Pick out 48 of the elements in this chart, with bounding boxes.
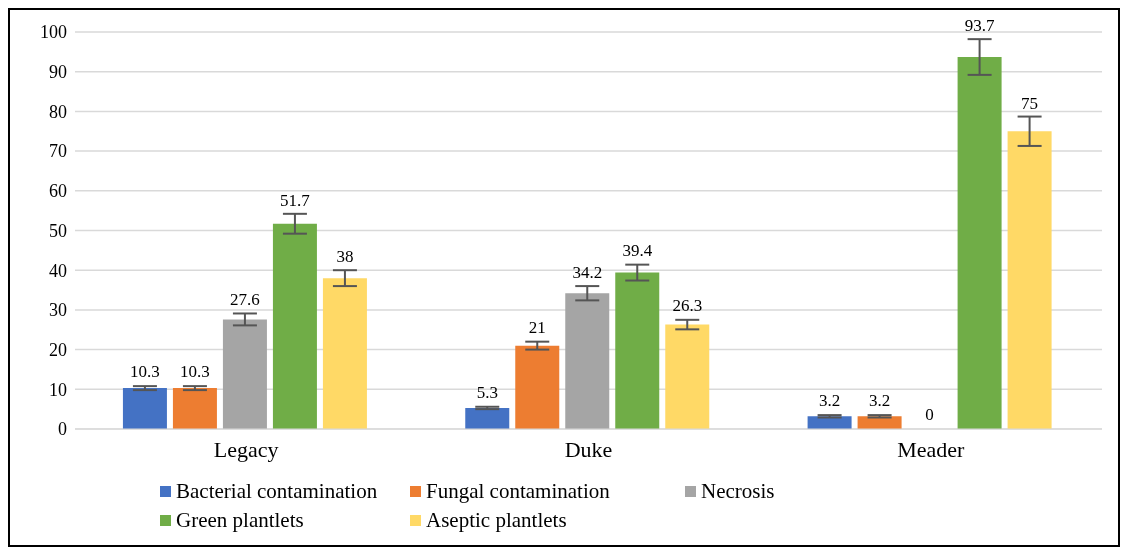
x-tick-label: Duke	[564, 436, 613, 462]
y-tick-label: 20	[49, 339, 67, 360]
data-label: 93.7	[964, 16, 995, 36]
y-tick-label: 10	[49, 379, 67, 400]
data-label: 51.7	[280, 190, 311, 210]
legend-label: Bacterial contamination	[176, 479, 378, 504]
data-label: 39.4	[622, 241, 653, 261]
data-label: 0	[925, 405, 934, 424]
y-tick-label: 90	[49, 62, 67, 83]
bar	[665, 324, 710, 429]
bar	[957, 57, 1002, 429]
legend-label: Fungal contamination	[426, 479, 610, 504]
data-label: 21	[528, 317, 546, 337]
bar	[565, 293, 610, 429]
data-label: 10.3	[180, 362, 210, 382]
y-tick-label: 50	[49, 220, 67, 241]
legend-label: Aseptic plantlets	[426, 508, 567, 533]
bar	[807, 416, 852, 429]
y-tick-label: 30	[49, 300, 67, 321]
y-tick-label: 80	[49, 101, 67, 122]
data-label: 5.3	[476, 382, 498, 402]
bar	[272, 223, 317, 429]
data-label: 10.3	[130, 362, 160, 382]
bar	[322, 278, 367, 429]
data-label: 38	[336, 246, 354, 266]
data-label: 75	[1021, 93, 1039, 113]
bar	[515, 345, 560, 429]
data-label: 27.6	[230, 289, 260, 309]
y-tick-label: 0	[58, 419, 67, 440]
legend-label: Necrosis	[701, 479, 775, 504]
bar	[465, 407, 510, 429]
x-tick-label: Meader	[897, 436, 966, 462]
bar	[857, 416, 902, 429]
data-label: 34.2	[572, 262, 603, 282]
x-tick-label: Legacy	[213, 436, 279, 462]
bar	[222, 319, 267, 429]
bar	[1007, 131, 1052, 429]
bar	[172, 388, 217, 429]
y-tick-label: 40	[49, 260, 67, 281]
bar	[122, 388, 167, 429]
data-label: 3.2	[818, 391, 841, 411]
y-tick-label: 70	[49, 141, 67, 162]
data-label: 26.3	[672, 296, 703, 316]
y-tick-label: 100	[40, 22, 67, 43]
legend-label: Green plantlets	[176, 508, 304, 533]
bar	[615, 272, 660, 429]
data-label: 3.2	[868, 391, 891, 411]
y-tick-label: 60	[49, 181, 67, 202]
